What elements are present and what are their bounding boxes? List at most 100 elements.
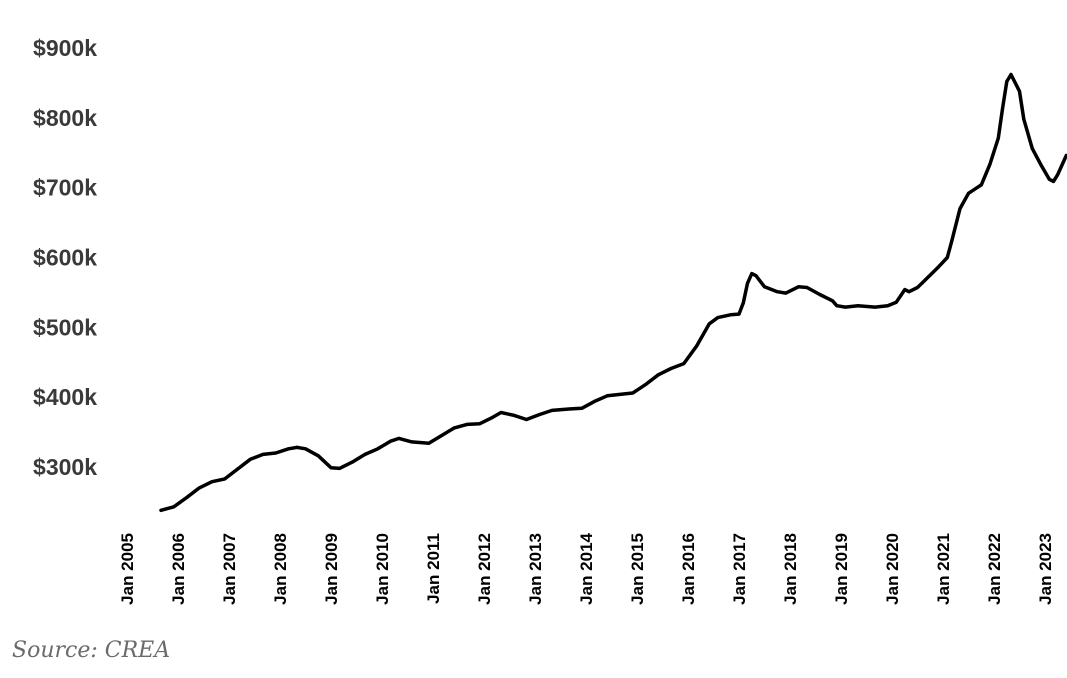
data-point bbox=[580, 406, 584, 410]
data-point bbox=[389, 439, 392, 443]
data-point bbox=[1064, 154, 1067, 157]
x-tick-label: Jan 2018 bbox=[781, 533, 800, 605]
y-tick-label: $800k bbox=[33, 105, 97, 131]
x-axis-tick-labels: Jan 2005 Jan 2006 Jan 2007 Jan 2008 Jan 2009… bbox=[118, 532, 1055, 604]
data-point bbox=[928, 273, 932, 277]
data-point bbox=[261, 452, 265, 456]
y-tick-label: $900k bbox=[33, 35, 97, 61]
data-point bbox=[967, 191, 970, 195]
data-point bbox=[907, 290, 911, 294]
data-point bbox=[1030, 147, 1034, 151]
x-tick-label: Jan 2008 bbox=[271, 533, 290, 605]
data-point bbox=[427, 441, 431, 445]
x-tick-label: Jan 2016 bbox=[679, 533, 698, 605]
source-note: Source: CREA bbox=[12, 638, 171, 663]
data-point bbox=[1052, 179, 1055, 183]
y-axis-tick-labels: $300k $400k $500k $600k $700k $800k $900k bbox=[33, 35, 97, 480]
data-point bbox=[287, 447, 290, 451]
data-point bbox=[376, 447, 380, 451]
data-point bbox=[1047, 177, 1051, 181]
data-point bbox=[775, 290, 779, 294]
data-point bbox=[856, 304, 860, 308]
data-point bbox=[958, 207, 962, 211]
x-tick-label: Jan 2013 bbox=[526, 533, 545, 605]
data-point bbox=[512, 413, 516, 417]
x-tick-label: Jan 2022 bbox=[985, 533, 1004, 605]
data-point bbox=[716, 316, 720, 320]
data-point bbox=[236, 467, 239, 471]
data-point bbox=[304, 447, 307, 451]
data-point bbox=[707, 322, 711, 326]
data-point bbox=[338, 466, 341, 470]
data-point bbox=[248, 457, 252, 461]
data-point bbox=[440, 434, 443, 438]
data-point bbox=[894, 300, 898, 304]
x-tick-label: Jan 2021 bbox=[934, 533, 953, 605]
data-point bbox=[695, 344, 698, 348]
data-point bbox=[746, 281, 749, 285]
y-tick-label: $400k bbox=[33, 384, 97, 410]
data-point bbox=[223, 477, 227, 481]
data-point bbox=[763, 285, 766, 289]
data-point bbox=[682, 362, 686, 366]
data-point bbox=[843, 305, 847, 309]
data-point bbox=[1018, 89, 1021, 93]
series-points bbox=[159, 73, 1067, 512]
data-point bbox=[465, 422, 469, 426]
data-point bbox=[452, 426, 456, 430]
x-tick-label: Jan 2014 bbox=[577, 532, 596, 604]
data-point bbox=[185, 496, 188, 500]
data-point bbox=[979, 183, 983, 187]
x-tick-label: Jan 2007 bbox=[220, 533, 239, 605]
data-point bbox=[1009, 73, 1013, 76]
data-point bbox=[1056, 172, 1060, 176]
x-tick-label: Jan 2010 bbox=[373, 533, 392, 605]
data-point bbox=[996, 136, 1000, 140]
data-point bbox=[295, 445, 299, 449]
x-tick-label: Jan 2005 bbox=[118, 533, 137, 605]
x-tick-label: Jan 2011 bbox=[424, 533, 443, 604]
data-point bbox=[754, 274, 758, 278]
x-tick-label: Jan 2019 bbox=[832, 533, 851, 605]
data-point bbox=[988, 163, 992, 167]
data-point bbox=[550, 408, 554, 412]
data-point bbox=[797, 285, 800, 289]
data-point bbox=[741, 301, 745, 305]
data-point bbox=[210, 480, 214, 484]
y-tick-label: $700k bbox=[33, 175, 97, 201]
data-point bbox=[818, 293, 822, 296]
data-point bbox=[750, 272, 754, 276]
x-tick-label: Jan 2015 bbox=[628, 533, 647, 605]
data-point bbox=[937, 265, 941, 269]
data-point bbox=[669, 367, 673, 370]
x-tick-label: Jan 2020 bbox=[883, 533, 902, 605]
data-point bbox=[159, 508, 163, 512]
data-point bbox=[1022, 117, 1026, 121]
data-point bbox=[537, 413, 541, 417]
x-tick-label: Jan 2009 bbox=[322, 533, 341, 605]
data-point bbox=[729, 313, 732, 317]
data-point bbox=[656, 373, 660, 377]
data-point bbox=[1001, 107, 1004, 111]
data-point bbox=[329, 466, 333, 470]
data-point bbox=[618, 392, 622, 396]
data-point bbox=[410, 440, 414, 444]
data-point bbox=[873, 305, 877, 309]
data-point bbox=[644, 383, 647, 387]
data-point bbox=[478, 422, 482, 426]
x-tick-label: Jan 2023 bbox=[1036, 533, 1055, 605]
data-point bbox=[1039, 163, 1043, 167]
data-point bbox=[567, 407, 571, 411]
data-point bbox=[835, 304, 839, 308]
data-point bbox=[363, 452, 367, 456]
data-point bbox=[831, 299, 834, 303]
data-point bbox=[350, 460, 354, 464]
y-tick-label: $300k bbox=[33, 454, 97, 480]
data-point bbox=[172, 505, 176, 509]
data-point bbox=[945, 256, 949, 259]
data-point bbox=[274, 451, 278, 455]
y-tick-label: $500k bbox=[33, 314, 97, 340]
data-point bbox=[886, 304, 890, 308]
data-point bbox=[605, 394, 609, 398]
